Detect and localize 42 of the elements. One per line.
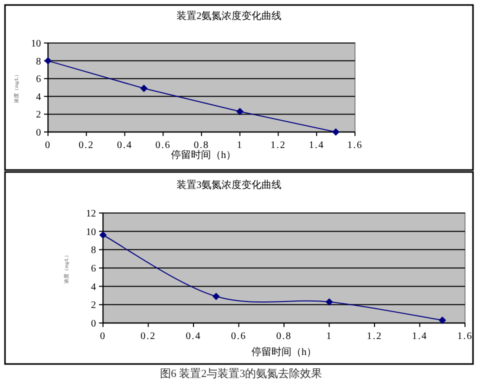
x-tick-label: 1.2 [270,140,286,151]
point [438,316,446,324]
chart-title: 装置2氨氮浓度变化曲线 [176,10,282,22]
y-tick-label: 8 [91,245,96,256]
y-tick-label: 8 [36,56,41,68]
x-tick-label: 0.8 [194,140,210,151]
x-axis-title: 停留时间（h） [171,149,236,161]
x-tick-label: 1 [236,140,243,151]
x-axis-title: 停留时间（h） [252,346,316,358]
x-tick-label: 1.4 [308,140,324,151]
point [326,298,333,306]
x-tick-label: 0 [100,331,106,342]
point [212,292,220,300]
caption: 图6 装置2与装置3的氨氮去除效果 [160,367,322,379]
y-tick-label: 0 [36,128,41,138]
x-tick-label: 1.6 [347,140,363,151]
x-tick-label: 0.8 [276,331,292,342]
y-tick-label: 4 [36,92,41,103]
x-tick-label: 0.6 [231,331,246,342]
y-tick-label: 2 [36,110,41,121]
x-tick-label: 1.6 [457,331,473,342]
x-tick-label: 0 [45,140,51,151]
x-tick-label: 1 [326,331,332,342]
y-tick-label: 4 [91,282,96,293]
y-tick-label: 10 [86,226,96,238]
chart-title: 装置3氨氮浓度变化曲线 [176,179,282,191]
x-tick-label: 0.2 [78,140,94,151]
x-tick-label: 0.4 [117,140,132,151]
y-tick-label: 6 [36,74,41,86]
x-tick-label: 1.4 [412,331,428,342]
y-tick-label: 2 [91,300,96,312]
point [140,84,148,92]
x-tick-label: 1.2 [366,331,382,342]
y-tick-label: 0 [91,318,96,330]
point [332,128,340,136]
x-tick-label: 0.6 [155,140,171,151]
y-tick-label: 10 [31,38,41,50]
y-tick-label: 6 [91,264,96,274]
x-tick-label: 0.4 [186,331,202,342]
point [236,108,244,116]
y-tick-label: 12 [86,208,96,220]
x-tick-label: 0.2 [140,331,156,342]
